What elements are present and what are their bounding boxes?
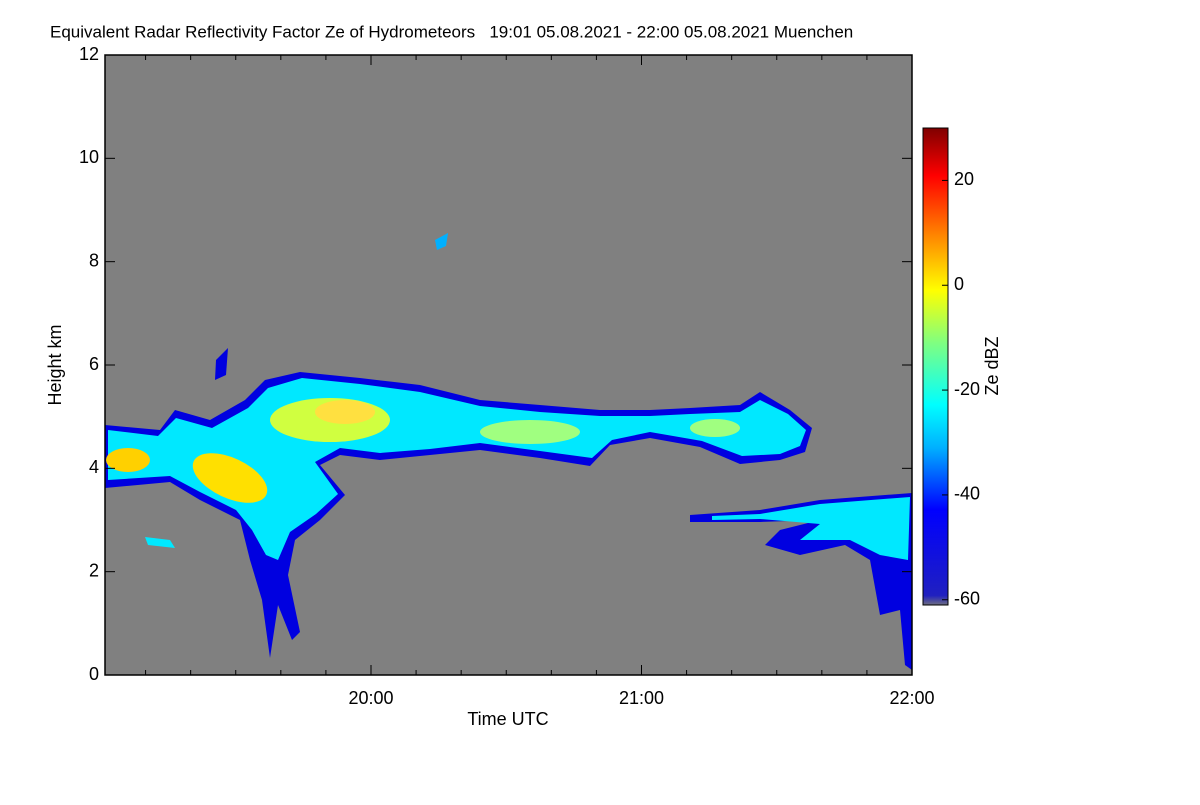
echo-region — [215, 348, 228, 380]
colorbar-tick-label: -20 — [954, 379, 980, 399]
echo-region — [712, 497, 910, 560]
x-tick-label: 20:00 — [348, 688, 393, 708]
colorbar-tick-label: 0 — [954, 274, 964, 294]
echo-core — [315, 400, 375, 424]
y-tick-label: 0 — [89, 664, 99, 684]
y-tick-label: 4 — [89, 457, 99, 477]
echo-region — [435, 233, 448, 250]
x-axis-label: Time UTC — [467, 709, 548, 729]
y-tick-label: 6 — [89, 354, 99, 374]
colorbar-label: Ze dBZ — [982, 336, 1002, 395]
echo-core — [480, 420, 580, 444]
x-tick-label: 21:00 — [619, 688, 664, 708]
colorbar — [922, 127, 949, 606]
echo-regions — [105, 233, 912, 670]
chart-title: Equivalent Radar Reflectivity Factor Ze … — [50, 22, 853, 41]
echo-core — [192, 453, 268, 503]
y-tick-label: 8 — [89, 250, 99, 270]
plot-area — [105, 55, 912, 675]
y-tick-label: 2 — [89, 560, 99, 580]
x-tick-label: 22:00 — [889, 688, 934, 708]
echo-core — [106, 448, 150, 472]
y-tick-label: 12 — [79, 44, 99, 64]
colorbar-tick-label: 20 — [954, 169, 974, 189]
y-tick-label: 10 — [79, 147, 99, 167]
colorbar-tick-label: -40 — [954, 484, 980, 504]
echo-region — [145, 537, 175, 548]
y-axis-label: Height km — [45, 324, 65, 405]
echo-core — [690, 419, 740, 437]
colorbar-tick-label: -60 — [954, 589, 980, 609]
